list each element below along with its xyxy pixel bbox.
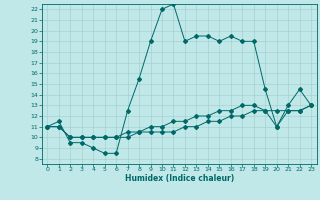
X-axis label: Humidex (Indice chaleur): Humidex (Indice chaleur) [124,174,234,183]
